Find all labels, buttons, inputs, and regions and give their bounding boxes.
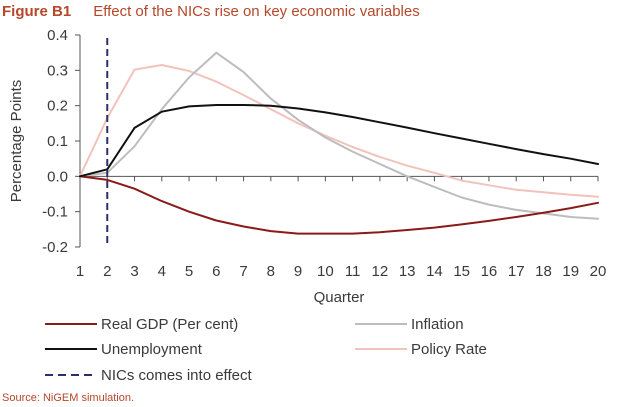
x-tick-label: 9 xyxy=(294,263,302,280)
x-tick-label: 11 xyxy=(345,263,361,280)
series-line-policy-rate xyxy=(79,64,599,198)
series-line-inflation xyxy=(79,51,599,220)
x-axis-title: Quarter xyxy=(314,289,365,306)
x-tick-label: 7 xyxy=(239,263,247,280)
x-tick-label: 5 xyxy=(185,263,193,280)
y-tick-label: 0.0 xyxy=(47,168,68,185)
y-tick-label: -0.1 xyxy=(42,204,68,221)
x-tick-label: 20 xyxy=(590,263,607,280)
legend-label: Inflation xyxy=(411,316,464,333)
y-tick-label: 0.1 xyxy=(47,133,68,150)
x-tick-label: 8 xyxy=(267,263,275,280)
figure-header: Figure B1 Effect of the NICs rise on key … xyxy=(2,2,622,24)
x-tick-label: 14 xyxy=(426,263,443,280)
x-tick-label: 4 xyxy=(158,263,166,280)
legend-label: Unemployment xyxy=(101,341,203,358)
series-line-real-gdp-per-cent xyxy=(79,175,599,235)
source-note: Source: NiGEM simulation. xyxy=(2,392,135,404)
x-tick-label: 1 xyxy=(76,263,84,280)
x-tick-label: 10 xyxy=(317,263,334,280)
y-tick-label: -0.2 xyxy=(42,239,68,256)
legend-label: Real GDP (Per cent) xyxy=(101,316,238,333)
x-tick-label: 3 xyxy=(130,263,138,280)
y-tick-label: 0.4 xyxy=(47,27,68,44)
x-tick-label: 18 xyxy=(535,263,552,280)
legend-label: NICs comes into effect xyxy=(101,367,252,384)
x-tick-label: 12 xyxy=(372,263,389,280)
x-tick-label: 19 xyxy=(562,263,579,280)
y-tick-label: 0.2 xyxy=(47,98,68,115)
y-tick-label: 0.3 xyxy=(47,62,68,79)
x-tick-label: 2 xyxy=(103,263,111,280)
x-tick-label: 16 xyxy=(481,263,498,280)
x-tick-label: 13 xyxy=(399,263,416,280)
y-axis-title: Percentage Points xyxy=(8,80,25,203)
series-line-unemployment xyxy=(79,104,599,178)
x-tick-label: 17 xyxy=(508,263,525,280)
chart-title: Effect of the NICs rise on key economic … xyxy=(93,3,420,20)
legend-label: Policy Rate xyxy=(411,341,487,358)
figure-label: Figure B1 xyxy=(2,3,72,20)
x-tick-label: 6 xyxy=(212,263,220,280)
x-tick-label: 15 xyxy=(453,263,470,280)
